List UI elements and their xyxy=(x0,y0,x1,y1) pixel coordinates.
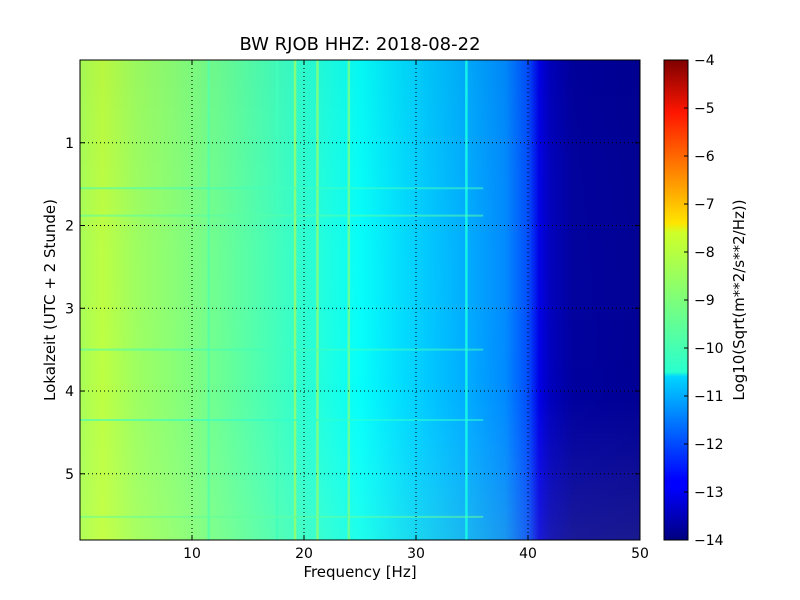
x-axis: 10 20 30 40 50 xyxy=(183,60,649,562)
time-shading xyxy=(80,60,640,540)
x-tick-label: 50 xyxy=(631,546,649,562)
colorbar-tick-label: −13 xyxy=(694,485,724,501)
colorbar-tick-label: −5 xyxy=(694,101,715,117)
x-tick-label: 10 xyxy=(183,546,201,562)
y-tick-label: 4 xyxy=(65,384,74,400)
y-axis: 1 2 3 4 5 xyxy=(65,136,640,483)
x-tick-label: 30 xyxy=(407,546,425,562)
y-tick-label: 2 xyxy=(65,219,74,235)
colorbar-tick-label: −4 xyxy=(694,53,715,69)
colorbar-tick-label: −14 xyxy=(694,533,724,549)
colorbar-tick-label: −10 xyxy=(694,341,724,357)
colorbar-tick-label: −11 xyxy=(694,389,724,405)
grid-lines xyxy=(80,60,640,540)
colorbar-label: Log10(Sqrt(m**2/s**2/Hz)) xyxy=(730,199,748,400)
x-tick-label: 20 xyxy=(295,546,313,562)
spectrogram-plot: 10 20 30 40 50 1 2 3 4 5 xyxy=(65,59,649,562)
x-axis-label: Frequency [Hz] xyxy=(303,563,416,581)
y-tick-label: 5 xyxy=(65,467,74,483)
colorbar-tick-label: −8 xyxy=(694,245,715,261)
colorbar-tick-label: −12 xyxy=(694,437,724,453)
colorbar-tick-label: −6 xyxy=(694,149,715,165)
x-tick-label: 40 xyxy=(519,546,537,562)
y-tick-label: 1 xyxy=(65,136,74,152)
y-tick-label: 3 xyxy=(65,301,74,317)
chart-title: BW RJOB HHZ: 2018-08-22 xyxy=(239,34,480,55)
y-axis-label: Lokalzeit (UTC + 2 Stunde) xyxy=(41,199,59,401)
plot-frame xyxy=(79,59,641,541)
colorbar-tick-label: −7 xyxy=(694,197,715,213)
colorbar-ticks: −4 −5 −6 −7 −8 −9 −10 −11 −12 −13 −14 xyxy=(684,53,724,549)
colorbar: −4 −5 −6 −7 −8 −9 −10 −11 −12 −13 −14 Log10(Sqrt(m… xyxy=(663,53,748,549)
colorbar-tick-label: −9 xyxy=(694,293,715,309)
